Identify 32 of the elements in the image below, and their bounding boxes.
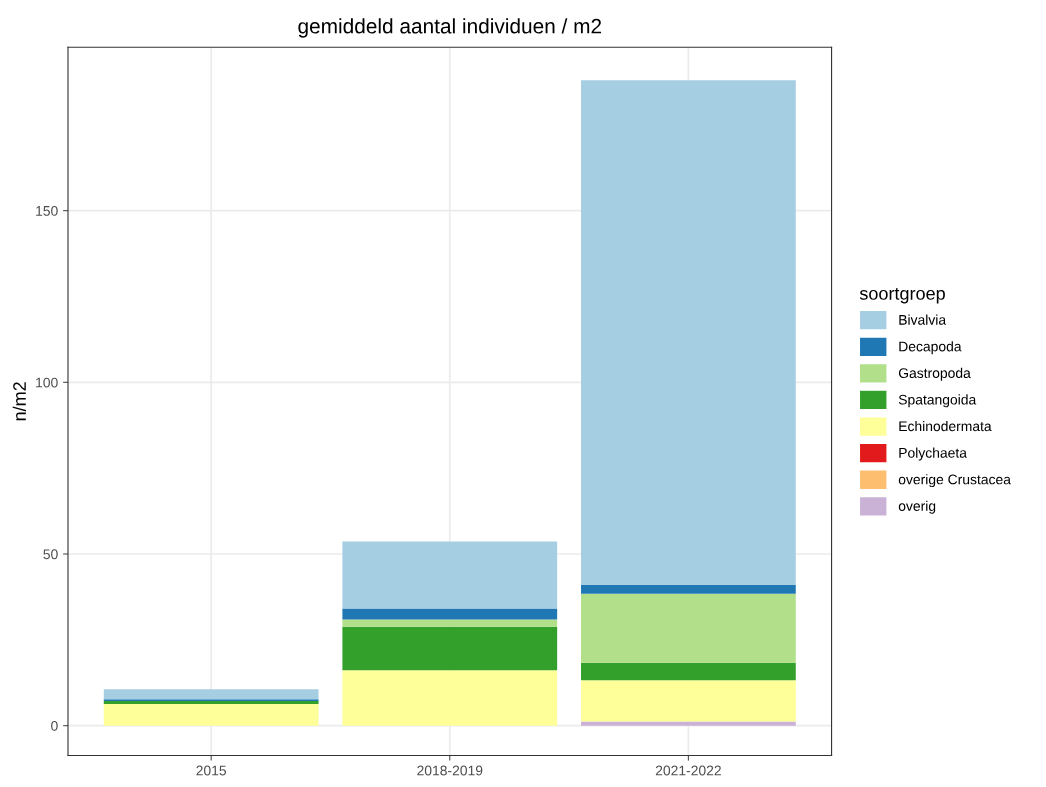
- bar: [342, 626, 558, 671]
- bar: [103, 689, 319, 700]
- chart-title: gemiddeld aantal individuen / m2: [298, 18, 602, 38]
- legend-label: Gastropoda: [898, 367, 971, 381]
- y-tick-label: 100: [36, 377, 58, 388]
- y-tick-label: 50: [43, 549, 58, 560]
- legend-label: Spatangoida: [898, 394, 977, 408]
- y-tick-label: 0: [51, 720, 58, 731]
- bar: [342, 670, 558, 726]
- legend-label: Decapoda: [899, 341, 962, 355]
- bar: [103, 704, 319, 726]
- legend-label: Bivalvia: [899, 314, 947, 325]
- bar: [581, 662, 796, 681]
- bar: [581, 721, 796, 726]
- legend-label: Polychaeta: [899, 447, 967, 461]
- legend-title: soortgroep: [859, 287, 945, 304]
- y-axis-title: n/m2: [12, 382, 26, 421]
- bar: [581, 80, 796, 585]
- y-tick-label: 150: [36, 205, 58, 216]
- x-tick-label: 2021-2022: [655, 765, 721, 776]
- x-tick-label: 2018-2019: [417, 765, 483, 776]
- bar: [342, 541, 558, 609]
- legend-label: overig: [898, 500, 936, 514]
- bar: [581, 680, 796, 722]
- bar: [342, 619, 558, 627]
- legend-label: Echinodermata: [899, 420, 992, 432]
- bar: [103, 700, 319, 705]
- bar: [581, 584, 796, 594]
- bar: [342, 608, 558, 620]
- x-tick-label: 2015: [196, 765, 227, 776]
- legend-label: overige Crustacea: [898, 474, 1011, 488]
- bar: [581, 593, 796, 663]
